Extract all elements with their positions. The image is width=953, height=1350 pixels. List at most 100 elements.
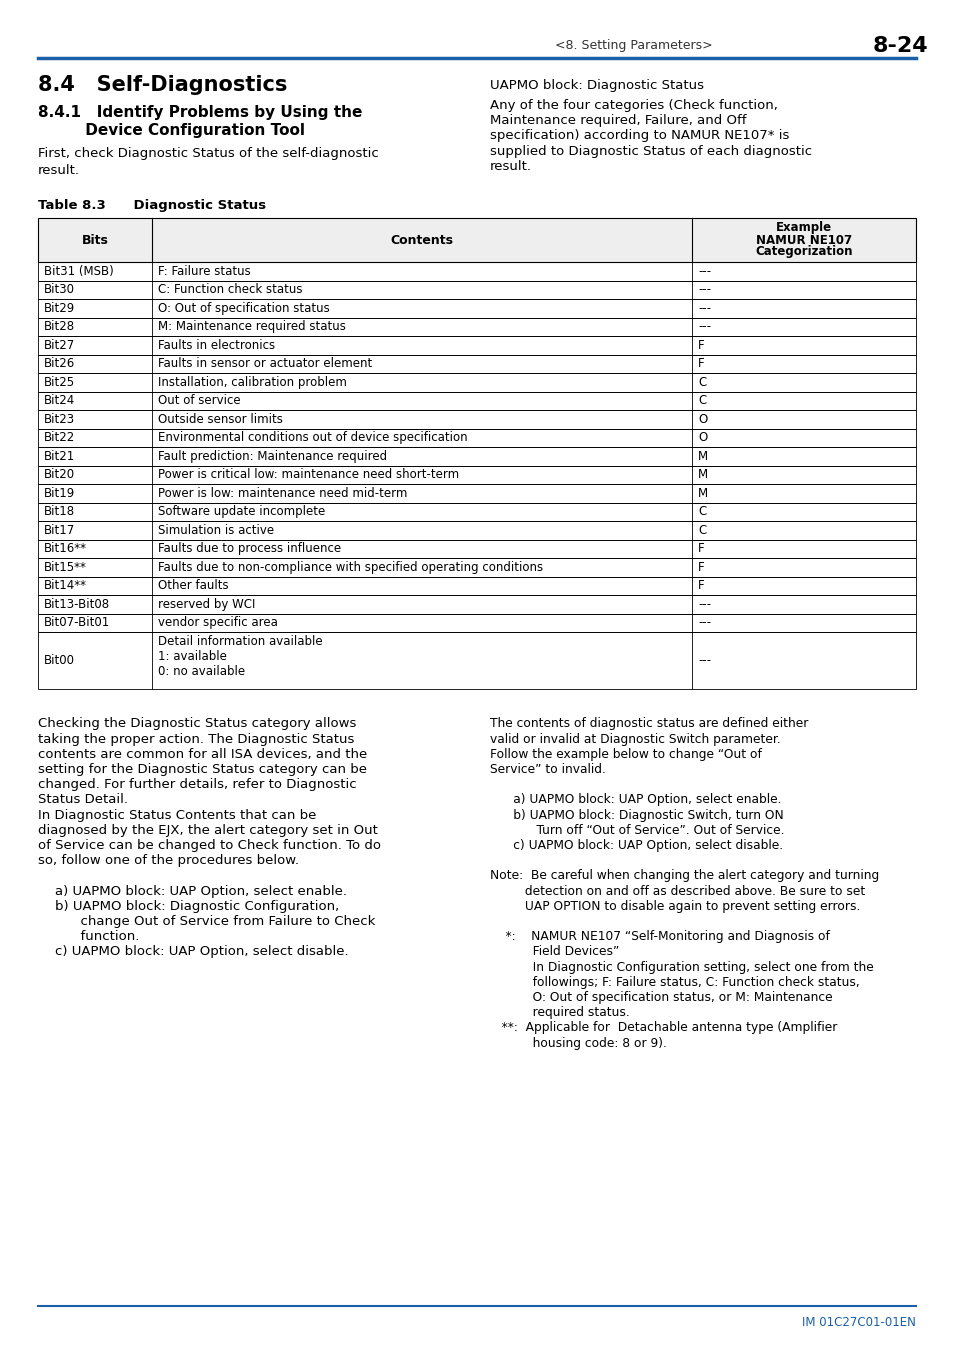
Text: Bit14**: Bit14** <box>44 579 87 593</box>
Bar <box>38 392 915 410</box>
Text: Bit16**: Bit16** <box>44 543 87 555</box>
Text: Checking the Diagnostic Status category allows: Checking the Diagnostic Status category … <box>38 717 356 730</box>
Bar <box>38 410 915 428</box>
Text: C: Function check status: C: Function check status <box>158 284 302 296</box>
Text: Device Configuration Tool: Device Configuration Tool <box>38 123 305 138</box>
Text: ---: --- <box>698 284 711 296</box>
Text: Bit22: Bit22 <box>44 431 75 444</box>
Text: ---: --- <box>698 616 711 629</box>
Text: 0: no available: 0: no available <box>158 664 245 678</box>
Text: F: F <box>698 358 704 370</box>
Text: Bit29: Bit29 <box>44 302 75 315</box>
Bar <box>38 428 915 447</box>
Text: Maintenance required, Failure, and Off: Maintenance required, Failure, and Off <box>490 113 745 127</box>
Bar <box>38 595 915 613</box>
Text: F: F <box>698 560 704 574</box>
Text: UAP OPTION to disable again to prevent setting errors.: UAP OPTION to disable again to prevent s… <box>490 899 860 913</box>
Text: NAMUR NE107: NAMUR NE107 <box>755 234 851 247</box>
Text: c) UAPMO block: UAP Option, select disable.: c) UAPMO block: UAP Option, select disab… <box>490 838 782 852</box>
Text: <8. Setting Parameters>: <8. Setting Parameters> <box>555 39 712 53</box>
Text: Bit30: Bit30 <box>44 284 75 296</box>
Text: Bit25: Bit25 <box>44 375 75 389</box>
Text: Bit17: Bit17 <box>44 524 75 537</box>
Bar <box>38 485 915 502</box>
Bar <box>38 317 915 336</box>
Text: *:    NAMUR NE107 “Self-Monitoring and Diagnosis of: *: NAMUR NE107 “Self-Monitoring and Diag… <box>490 930 829 944</box>
Text: Bit24: Bit24 <box>44 394 75 408</box>
Text: C: C <box>698 505 705 518</box>
Text: changed. For further details, refer to Diagnostic: changed. For further details, refer to D… <box>38 778 356 791</box>
Text: b) UAPMO block: Diagnostic Configuration,: b) UAPMO block: Diagnostic Configuration… <box>38 899 339 913</box>
Text: O: O <box>698 413 706 425</box>
Text: Categorization: Categorization <box>755 246 852 258</box>
Text: In Diagnostic Configuration setting, select one from the: In Diagnostic Configuration setting, sel… <box>490 961 873 973</box>
Bar <box>38 217 915 262</box>
Text: Bit31 (MSB): Bit31 (MSB) <box>44 265 113 278</box>
Text: function.: function. <box>38 930 139 944</box>
Text: Environmental conditions out of device specification: Environmental conditions out of device s… <box>158 431 467 444</box>
Text: O: Out of specification status: O: Out of specification status <box>158 302 330 315</box>
Text: a) UAPMO block: UAP Option, select enable.: a) UAPMO block: UAP Option, select enabl… <box>38 884 347 898</box>
Text: Note:  Be careful when changing the alert category and turning: Note: Be careful when changing the alert… <box>490 869 879 883</box>
Text: c) UAPMO block: UAP Option, select disable.: c) UAPMO block: UAP Option, select disab… <box>38 945 348 958</box>
Text: 8.4.1   Identify Problems by Using the: 8.4.1 Identify Problems by Using the <box>38 105 362 120</box>
Text: of Service can be changed to Check function. To do: of Service can be changed to Check funct… <box>38 838 380 852</box>
Text: 8.4   Self-Diagnostics: 8.4 Self-Diagnostics <box>38 76 287 95</box>
Text: Status Detail.: Status Detail. <box>38 794 128 806</box>
Bar <box>38 502 915 521</box>
Bar <box>38 576 915 595</box>
Bar <box>38 281 915 298</box>
Bar <box>38 521 915 540</box>
Text: detection on and off as described above. Be sure to set: detection on and off as described above.… <box>490 884 864 898</box>
Text: Contents: Contents <box>390 234 453 247</box>
Text: so, follow one of the procedures below.: so, follow one of the procedures below. <box>38 855 298 867</box>
Text: M: M <box>698 450 707 463</box>
Bar <box>38 466 915 485</box>
Text: Bit21: Bit21 <box>44 450 75 463</box>
Text: Bit00: Bit00 <box>44 655 75 667</box>
Text: F: F <box>698 543 704 555</box>
Text: Power is critical low: maintenance need short-term: Power is critical low: maintenance need … <box>158 468 458 481</box>
Bar <box>38 540 915 558</box>
Text: 8-24: 8-24 <box>871 36 927 55</box>
Text: Bit15**: Bit15** <box>44 560 87 574</box>
Text: contents are common for all ISA devices, and the: contents are common for all ISA devices,… <box>38 748 367 761</box>
Text: C: C <box>698 375 705 389</box>
Text: Field Devices”: Field Devices” <box>490 945 618 958</box>
Text: Table 8.3      Diagnostic Status: Table 8.3 Diagnostic Status <box>38 200 266 212</box>
Text: vendor specific area: vendor specific area <box>158 616 277 629</box>
Text: Any of the four categories (Check function,: Any of the four categories (Check functi… <box>490 99 777 112</box>
Text: Bit27: Bit27 <box>44 339 75 352</box>
Text: Detail information available: Detail information available <box>158 634 322 648</box>
Text: change Out of Service from Failure to Check: change Out of Service from Failure to Ch… <box>38 915 375 927</box>
Text: Faults due to non-compliance with specified operating conditions: Faults due to non-compliance with specif… <box>158 560 542 574</box>
Bar <box>38 298 915 317</box>
Text: Bit23: Bit23 <box>44 413 75 425</box>
Text: IM 01C27C01-01EN: IM 01C27C01-01EN <box>801 1316 915 1330</box>
Text: Bit28: Bit28 <box>44 320 75 333</box>
Text: Faults due to process influence: Faults due to process influence <box>158 543 341 555</box>
Text: Out of service: Out of service <box>158 394 240 408</box>
Text: Fault prediction: Maintenance required: Fault prediction: Maintenance required <box>158 450 387 463</box>
Text: C: C <box>698 524 705 537</box>
Text: F: F <box>698 339 704 352</box>
Text: b) UAPMO block: Diagnostic Switch, turn ON: b) UAPMO block: Diagnostic Switch, turn … <box>490 809 783 822</box>
Text: Example: Example <box>775 221 831 235</box>
Text: UAPMO block: Diagnostic Status: UAPMO block: Diagnostic Status <box>490 78 703 92</box>
Bar <box>38 632 915 690</box>
Text: Faults in electronics: Faults in electronics <box>158 339 275 352</box>
Text: Bit07-Bit01: Bit07-Bit01 <box>44 616 111 629</box>
Text: F: Failure status: F: Failure status <box>158 265 251 278</box>
Text: The contents of diagnostic status are defined either: The contents of diagnostic status are de… <box>490 717 807 730</box>
Text: ---: --- <box>698 302 711 315</box>
Text: Bit18: Bit18 <box>44 505 75 518</box>
Bar <box>38 558 915 576</box>
Text: Faults in sensor or actuator element: Faults in sensor or actuator element <box>158 358 372 370</box>
Text: Bit26: Bit26 <box>44 358 75 370</box>
Text: result.: result. <box>490 161 532 174</box>
Text: Other faults: Other faults <box>158 579 229 593</box>
Bar <box>38 447 915 466</box>
Text: O: Out of specification status, or M: Maintenance: O: Out of specification status, or M: Ma… <box>490 991 832 1004</box>
Text: housing code: 8 or 9).: housing code: 8 or 9). <box>490 1037 666 1049</box>
Text: Power is low: maintenance need mid-term: Power is low: maintenance need mid-term <box>158 487 407 500</box>
